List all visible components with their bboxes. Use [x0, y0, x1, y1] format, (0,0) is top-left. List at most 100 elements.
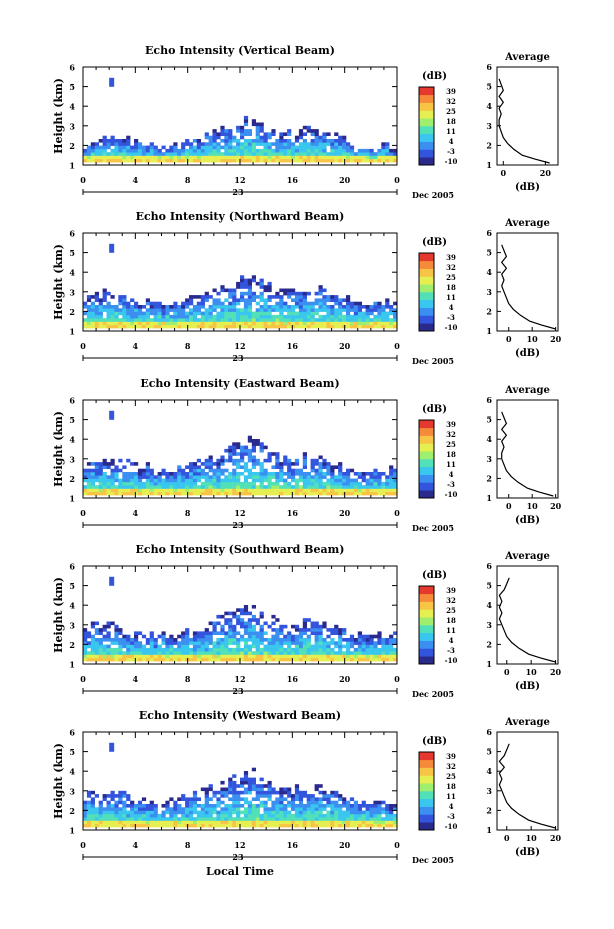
echo-cell: [153, 152, 158, 156]
echo-cell: [200, 634, 205, 639]
echo-cell: [294, 314, 300, 319]
echo-cell: [259, 448, 264, 453]
echo-cell: [216, 810, 221, 815]
echo-cell: [94, 807, 99, 811]
echo-cell: [369, 654, 374, 659]
echo-cell: [114, 145, 119, 150]
echo-cell: [189, 485, 194, 489]
echo-cell: [251, 442, 256, 446]
echo-cell: [334, 314, 339, 319]
echo-cell: [342, 628, 347, 632]
echo-cell: [314, 647, 319, 652]
echo-cell: [141, 311, 147, 316]
echo-cell: [240, 647, 245, 652]
echo-cell: [294, 481, 300, 486]
echo-cell: [271, 129, 276, 133]
echo-cell: [243, 813, 249, 818]
echo-cell: [134, 308, 139, 312]
echo-cell: [98, 631, 103, 635]
echo-cell: [251, 145, 256, 150]
echo-cell: [149, 475, 154, 479]
echo-cell: [236, 478, 241, 483]
echo-cell: [130, 475, 135, 479]
average-y-tick-label: 2: [486, 473, 492, 483]
echo-cell: [251, 119, 256, 123]
echo-cell: [330, 472, 335, 476]
echo-cell: [255, 442, 260, 446]
echo-cell: [208, 485, 213, 489]
echo-cell: [216, 158, 221, 163]
y-tick-label: 1: [69, 327, 75, 337]
echo-cell: [118, 638, 123, 642]
echo-cell: [326, 314, 331, 319]
echo-cell: [157, 651, 162, 655]
echo-cell: [102, 810, 107, 815]
echo-cell: [161, 318, 166, 322]
echo-cell: [86, 631, 92, 635]
echo-cell: [346, 295, 351, 299]
y-axis-label: Height (km): [52, 244, 65, 320]
echo-cell: [243, 132, 249, 136]
echo-cell: [232, 318, 237, 322]
echo-cell: [236, 145, 241, 150]
echo-cell: [86, 295, 92, 299]
echo-cell: [306, 308, 311, 312]
echo-cell: [318, 807, 323, 811]
echo-cell: [247, 458, 252, 463]
echo-cell: [302, 295, 307, 299]
echo-cell: [232, 488, 237, 493]
echo-cell: [90, 823, 95, 828]
echo-cell: [349, 657, 355, 662]
echo-cell: [161, 813, 166, 818]
echo-cell: [110, 475, 115, 479]
echo-cell: [181, 155, 186, 160]
echo-cell: [94, 485, 99, 489]
echo-cell: [137, 804, 143, 808]
echo-cell: [271, 318, 276, 322]
echo-cell: [189, 308, 194, 312]
echo-cell: [114, 465, 119, 469]
echo-cell: [220, 472, 225, 476]
echo-cell: [314, 628, 319, 632]
echo-cell: [181, 148, 186, 153]
echo-cell: [216, 485, 221, 489]
echo-cell: [243, 807, 249, 811]
echo-cell: [294, 797, 300, 801]
panel-4: Echo Intensity (Westward Beam)123456Heig…: [52, 709, 562, 878]
echo-cell: [357, 305, 362, 309]
echo-cell: [298, 797, 304, 801]
colorbar-tick-label: 18: [446, 117, 456, 126]
echo-cell: [322, 621, 327, 626]
echo-cell: [381, 807, 386, 811]
echo-cell: [98, 823, 103, 828]
echo-cell: [153, 823, 158, 828]
echo-cell: [251, 485, 256, 489]
echo-cell: [346, 475, 351, 479]
echo-cell: [279, 651, 284, 655]
echo-cell: [279, 641, 284, 645]
echo-cell: [306, 657, 311, 662]
echo-cell: [173, 321, 178, 326]
echo-cell: [141, 657, 147, 662]
echo-cell: [200, 813, 205, 818]
echo-cell: [153, 641, 158, 645]
echo-cell: [86, 485, 92, 489]
echo-cell: [385, 148, 390, 153]
echo-cell: [200, 804, 205, 808]
echo-cell: [259, 298, 264, 302]
echo-cell: [310, 631, 315, 635]
echo-cell: [330, 485, 335, 489]
echo-cell: [349, 820, 355, 825]
echo-cell: [118, 657, 123, 662]
echo-cell: [369, 807, 374, 811]
echo-cell: [86, 804, 92, 808]
echo-cell: [255, 638, 260, 642]
average-y-tick-label: 2: [486, 805, 492, 815]
echo-cell: [204, 794, 209, 798]
echo-cell: [322, 823, 327, 828]
y-tick-label: 1: [69, 660, 75, 670]
echo-cell: [393, 638, 398, 642]
echo-cell: [86, 481, 92, 486]
echo-cell: [169, 810, 174, 815]
echo-cell: [149, 324, 154, 329]
